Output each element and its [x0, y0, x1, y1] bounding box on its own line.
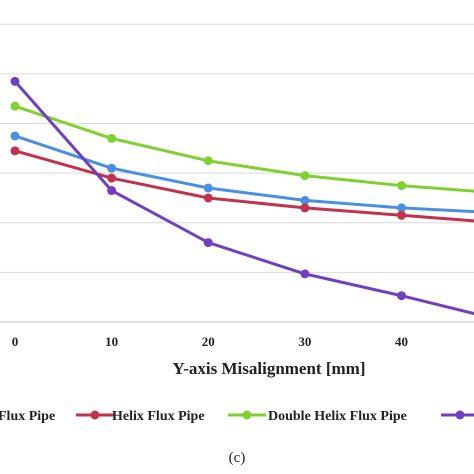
data-point	[10, 131, 20, 141]
x-tick-label: 20	[202, 334, 215, 349]
data-point	[203, 193, 213, 203]
legend-label: Helix Flux Pipe	[112, 409, 205, 424]
data-point	[300, 171, 310, 181]
data-point	[397, 203, 407, 213]
legend-label: Flux Pipe	[0, 409, 55, 424]
x-tick-labels: 0 10 20 30 40	[12, 334, 408, 349]
series-line-1	[13, 134, 474, 214]
data-point	[107, 163, 117, 173]
gridlines	[0, 23, 474, 323]
series-line-4	[13, 79, 474, 316]
x-tick-label: 30	[298, 334, 311, 349]
data-point	[10, 146, 20, 156]
data-point	[203, 238, 213, 248]
data-point	[10, 76, 20, 86]
x-tick-label: 0	[12, 334, 19, 349]
series-line-3	[13, 104, 474, 193]
data-point	[203, 183, 213, 193]
legend-swatch-marker	[242, 410, 252, 420]
data-point	[107, 186, 117, 196]
data-point	[203, 156, 213, 166]
data-point	[10, 101, 20, 111]
data-point	[397, 291, 407, 301]
data-point	[107, 133, 117, 143]
series-lines	[10, 76, 474, 316]
legend-swatch-marker	[90, 410, 100, 420]
data-point	[397, 210, 407, 220]
legend-label: Double Helix Flux Pipe	[268, 409, 407, 424]
x-axis-title: Y-axis Misalignment [mm]	[173, 359, 366, 378]
figure-caption: (c)	[229, 450, 246, 466]
data-point	[397, 181, 407, 191]
data-point	[300, 203, 310, 213]
x-tick-label: 40	[395, 334, 408, 349]
data-point	[300, 269, 310, 279]
x-tick-label: 10	[105, 334, 118, 349]
legend-swatch-marker	[455, 410, 465, 420]
data-point	[107, 173, 117, 183]
legend: Flux Pipe Helix Flux Pipe Double Helix Flu…	[0, 409, 474, 424]
data-point	[300, 195, 310, 205]
